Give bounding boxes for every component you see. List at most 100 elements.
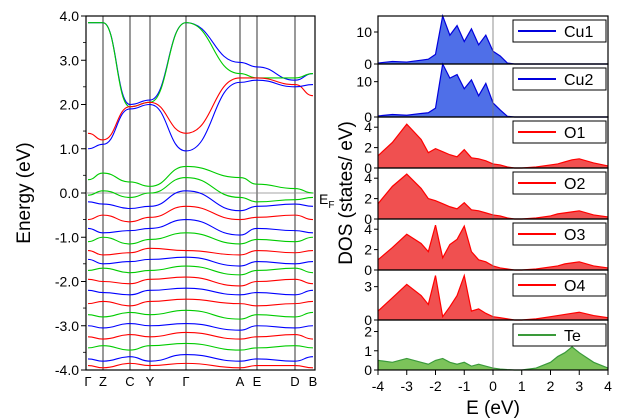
- band-line: [87, 176, 314, 203]
- pdos-x-tick-label: 1: [518, 378, 526, 394]
- pdos-subpanel: 0 2 4 O2: [364, 167, 609, 227]
- band-y-tick-label: 3.0: [60, 52, 80, 68]
- pdos-y-tick-label: 0: [364, 160, 372, 176]
- band-line: [87, 362, 314, 369]
- fermi-label-sub: F: [328, 200, 334, 211]
- kpoint-label: Z: [99, 374, 107, 389]
- band-line: [87, 190, 314, 212]
- band-line: [87, 298, 314, 307]
- pdos-y-tick-label: 2: [364, 242, 372, 258]
- band-line: [87, 265, 314, 276]
- pdos-legend-label: Cu1: [564, 24, 593, 41]
- band-line: [87, 256, 314, 267]
- band-y-tick-label: 1.0: [60, 141, 80, 157]
- band-y-tick-label: 4.0: [60, 8, 80, 24]
- pdos-x-tick-label: 4: [604, 378, 612, 394]
- pdos-x-tick-label: 0: [489, 378, 497, 394]
- pdos-legend-label: O2: [564, 176, 585, 193]
- pdos-y-tick-label: 0: [364, 56, 372, 72]
- band-line: [87, 165, 314, 194]
- pdos-subpanel: 0 10 Cu2: [356, 62, 609, 125]
- pdos-legend-box: [512, 67, 607, 91]
- band-y-axis-label: Energy (eV): [14, 142, 35, 243]
- pdos-subpanel: 0 2 4 O3: [364, 218, 609, 278]
- pdos-x-tick-label: -2: [429, 378, 442, 394]
- pdos-x-tick-label: -3: [401, 378, 414, 394]
- pdos-legend-box: [512, 222, 607, 246]
- pdos-y-tick-label: 4: [364, 221, 372, 237]
- band-y-tick-label: 2.0: [60, 97, 80, 113]
- pdos-y-tick-label: 2: [364, 140, 372, 156]
- pdos-y-tick-label: 1: [364, 343, 372, 359]
- pdos-y-tick-label: 0: [364, 262, 372, 278]
- band-line: [87, 22, 314, 108]
- pdos-area: [378, 124, 608, 168]
- pdos-area: [378, 225, 608, 270]
- kpoint-lines: [86, 16, 315, 370]
- pdos-y-tick-label: 4: [364, 170, 372, 186]
- band-line: [87, 79, 314, 152]
- band-line: [87, 331, 314, 340]
- kpoint-label: Γ: [182, 374, 189, 389]
- pdos-y-tick-label: 0: [364, 362, 372, 378]
- band-line: [87, 287, 314, 296]
- pdos-x-tick-label: -1: [458, 378, 471, 394]
- kpoint-label: E: [253, 374, 262, 389]
- pdos-curve: [377, 173, 609, 220]
- pdos-y-tick-label: 10: [356, 24, 372, 40]
- pdos-x-ticks: -4 -3 -2 -1 0 1 2 3 4: [372, 370, 612, 394]
- band-y-tick-label: -2.0: [55, 274, 79, 290]
- band-line: [87, 247, 314, 256]
- pdos-curve: [377, 123, 609, 169]
- pdos-y-tick-label: 4: [364, 119, 372, 135]
- band-line: [87, 205, 314, 223]
- pdos-subpanel: 0 1 2 Te: [364, 319, 609, 378]
- pdos-legend-label: Te: [564, 328, 581, 345]
- band-y-tick-label: -4.0: [55, 362, 79, 378]
- fermi-level-label: EF: [319, 191, 334, 211]
- pdos-subpanel: 0 10 Cu1: [356, 13, 609, 72]
- band-line: [87, 232, 314, 245]
- pdos-legend-box: [512, 323, 607, 347]
- pdos-curve: [377, 273, 609, 321]
- pdos-x-axis-label: E (eV): [466, 398, 520, 419]
- kpoint-label: Y: [146, 374, 155, 389]
- pdos-area: [378, 275, 608, 320]
- pdos-area: [378, 346, 608, 370]
- kpoint-label: Γ: [84, 374, 91, 389]
- pdos-legend-box: [512, 171, 607, 195]
- band-line: [87, 353, 314, 362]
- band-y-ticks: 4.0 3.0 2.0 1.0 0.0 -1.0 -2.0 -3.0 -4.0: [55, 8, 86, 378]
- band-line: [87, 276, 314, 287]
- fermi-label-main: E: [319, 191, 328, 207]
- pdos-x-tick-label: 3: [575, 378, 583, 394]
- pdos-y-tick-label: 0: [364, 211, 372, 227]
- pdos-y-axis-label: DOS (states/ eV): [336, 121, 357, 265]
- band-line: [87, 309, 314, 320]
- band-line: [87, 322, 314, 331]
- pdos-curve: [377, 346, 609, 371]
- pdos-legend-label: O3: [564, 227, 585, 244]
- pdos-legend-box: [512, 273, 607, 297]
- pdos-y-tick-label: 2: [364, 324, 372, 340]
- band-lines: [87, 22, 314, 369]
- pdos-legend-box: [512, 120, 607, 144]
- band-y-tick-label: 0.0: [60, 185, 80, 201]
- kpoint-label: B: [309, 374, 318, 389]
- kpoint-label: D: [290, 374, 299, 389]
- band-y-tick-label: -3.0: [55, 318, 79, 334]
- band-line: [87, 218, 314, 236]
- pdos-legend-label: Cu2: [564, 72, 593, 89]
- band-y-tick-label: -1.0: [55, 229, 79, 245]
- pdos-y-tick-label: 0: [364, 312, 372, 328]
- pdos-y-tick-label: 2: [364, 191, 372, 207]
- pdos-y-tick-label: 0: [364, 109, 372, 125]
- pdos-y-tick-label: 10: [356, 74, 372, 90]
- kpoint-label: C: [125, 374, 134, 389]
- pdos-y-tick-label: 3: [364, 279, 372, 295]
- pdos-curve: [377, 224, 609, 271]
- pdos-legend-label: O4: [564, 278, 585, 295]
